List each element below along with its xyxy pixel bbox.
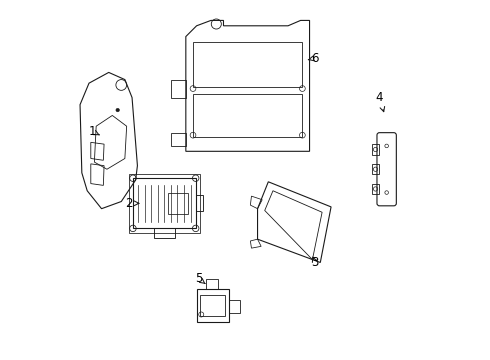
Bar: [129, 174, 200, 233]
Circle shape: [116, 108, 120, 112]
Text: 4: 4: [376, 91, 385, 112]
Text: 5: 5: [195, 272, 205, 285]
Bar: [196, 195, 203, 211]
Text: 1: 1: [89, 125, 99, 138]
Bar: [371, 144, 379, 154]
Bar: [371, 184, 379, 194]
Text: 2: 2: [124, 197, 139, 210]
Bar: [133, 178, 196, 228]
Bar: [153, 228, 175, 238]
Bar: [168, 193, 188, 214]
Bar: [371, 164, 379, 174]
Text: 6: 6: [308, 51, 318, 64]
Text: 3: 3: [311, 256, 318, 269]
